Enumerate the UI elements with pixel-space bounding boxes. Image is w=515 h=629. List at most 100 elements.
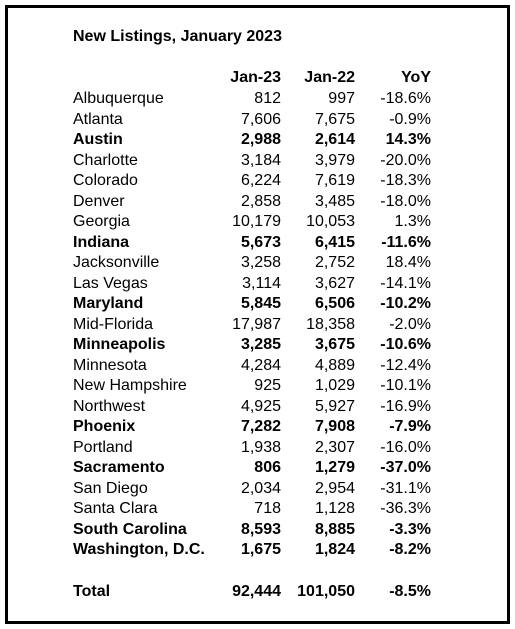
row-cell: 3,114 — [242, 274, 281, 292]
row-label: San Diego — [73, 479, 148, 497]
row-label: South Carolina — [73, 520, 187, 538]
row-label: Austin — [73, 131, 123, 148]
row-label: Charlotte — [73, 151, 138, 169]
row-cell: 3,627 — [314, 274, 355, 292]
row-cell: 2,614 — [314, 131, 355, 148]
row-cell: 1,128 — [314, 500, 355, 517]
row-cell: -10.1% — [380, 377, 431, 394]
row-cell: 7,619 — [314, 172, 355, 189]
row-cell: 7,606 — [240, 110, 281, 128]
row-cell: 4,889 — [314, 356, 355, 374]
row-cell: 3,184 — [240, 151, 281, 169]
row-cell: 18,358 — [306, 315, 355, 333]
row-cell: 7,282 — [240, 418, 281, 435]
total-label: Total — [73, 583, 111, 600]
row-cell: 3,485 — [314, 192, 355, 210]
row-cell: 2,858 — [240, 192, 281, 210]
row-cell: 7,908 — [314, 418, 355, 435]
row-cell: -36.3% — [380, 500, 431, 517]
row-cell: 2,034 — [240, 479, 281, 497]
row-cell: -7.9% — [389, 418, 431, 435]
row-cell: -12.4% — [380, 356, 431, 374]
row-cell: 812 — [254, 90, 281, 107]
row-cell: 6,506 — [314, 295, 355, 312]
row-cell: -18.6% — [380, 90, 431, 107]
row-label: Jacksonville — [73, 254, 160, 271]
row-cell: -16.0% — [380, 438, 431, 456]
row-cell: 1,675 — [240, 541, 281, 558]
row-cell: 1,029 — [314, 377, 355, 394]
row-label: Indiana — [73, 233, 130, 251]
row-cell: 5,673 — [240, 233, 281, 251]
row-cell: -14.1% — [380, 274, 431, 292]
row-cell: -2.0% — [389, 315, 431, 333]
row-label: Colorado — [73, 172, 138, 189]
row-label: Georgia — [73, 213, 130, 230]
row-cell: -20.0% — [380, 151, 431, 169]
row-cell: 14.3% — [385, 131, 431, 148]
row-cell: -0.9% — [389, 110, 431, 128]
row-label: Portland — [73, 438, 133, 456]
row-cell: -10.6% — [380, 336, 431, 353]
row-cell: -8.2% — [389, 541, 431, 558]
row-cell: 1,938 — [240, 438, 281, 456]
row-label: Washington, D.C. — [73, 541, 205, 558]
row-label: Northwest — [73, 397, 146, 415]
row-cell: 5,845 — [240, 295, 281, 312]
row-cell: 718 — [254, 500, 281, 517]
column-header: Jan-22 — [304, 69, 355, 86]
row-cell: 4,284 — [240, 356, 281, 374]
row-label: Minneapolis — [73, 336, 166, 353]
row-cell: -18.0% — [380, 192, 431, 210]
row-label: Atlanta — [73, 110, 123, 128]
row-cell: 1,824 — [314, 541, 355, 558]
row-label: Santa Clara — [73, 500, 158, 517]
row-label: Phoenix — [73, 418, 136, 435]
title: New Listings, January 2023 — [73, 28, 282, 45]
row-cell: 997 — [328, 90, 355, 107]
row-cell: 1,279 — [314, 459, 355, 476]
row-cell: 4,925 — [240, 397, 281, 415]
column-header: YoY — [401, 69, 431, 86]
row-cell: 806 — [254, 459, 281, 476]
row-cell: 3,285 — [240, 336, 281, 353]
row-cell: 17,987 — [232, 315, 281, 333]
row-cell: 3,979 — [314, 151, 355, 169]
row-cell: -31.1% — [380, 479, 431, 497]
total-cell: 92,444 — [232, 583, 281, 600]
row-cell: 10,179 — [232, 213, 281, 230]
row-label: New Hampshire — [73, 377, 187, 394]
row-cell: 1.3% — [394, 213, 431, 230]
row-label: Albuquerque — [73, 90, 164, 107]
row-cell: 3,675 — [314, 336, 355, 353]
row-cell: 6,415 — [314, 233, 355, 251]
row-cell: -18.3% — [380, 172, 431, 189]
row-label: Sacramento — [73, 459, 165, 476]
row-cell: 10,053 — [306, 213, 355, 230]
row-cell: 2,752 — [314, 254, 355, 271]
row-cell: 6,224 — [240, 172, 281, 189]
row-cell: 2,307 — [314, 438, 355, 456]
row-label: Denver — [73, 192, 125, 210]
row-cell: 8,885 — [314, 520, 355, 538]
column-header: Jan-23 — [230, 69, 281, 86]
row-label: Mid-Florida — [73, 315, 154, 333]
row-cell: -37.0% — [380, 459, 431, 476]
row-cell: 3,258 — [240, 254, 281, 271]
row-cell: 5,927 — [314, 397, 355, 415]
row-cell: 2,988 — [240, 131, 281, 148]
row-cell: 2,954 — [314, 479, 355, 497]
row-cell: -11.6% — [381, 233, 431, 251]
row-cell: -3.3% — [389, 520, 431, 538]
row-cell: -16.9% — [380, 397, 431, 415]
row-cell: 7,675 — [314, 110, 355, 128]
row-cell: -10.2% — [380, 295, 431, 312]
row-cell: 8,593 — [240, 520, 281, 538]
row-cell: 925 — [254, 377, 281, 394]
row-label: Maryland — [73, 295, 144, 312]
row-label: Las Vegas — [73, 274, 148, 292]
row-cell: 18.4% — [385, 254, 431, 271]
total-cell: -8.5% — [389, 583, 431, 600]
row-label: Minnesota — [73, 356, 147, 374]
